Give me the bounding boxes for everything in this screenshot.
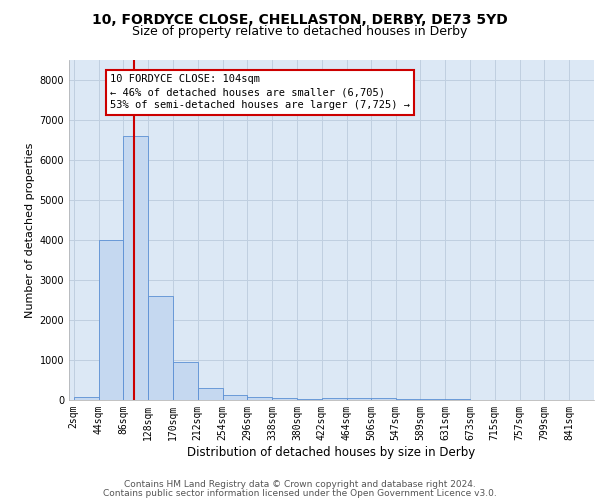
Bar [347,398,371,400]
Bar [198,388,223,400]
Bar [223,395,247,400]
Bar [124,136,148,400]
Text: 10 FORDYCE CLOSE: 104sqm
← 46% of detached houses are smaller (6,705)
53% of sem: 10 FORDYCE CLOSE: 104sqm ← 46% of detach… [110,74,410,110]
Bar [247,397,272,400]
X-axis label: Distribution of detached houses by size in Derby: Distribution of detached houses by size … [187,446,476,458]
Bar [173,362,198,400]
Bar [272,398,297,400]
Text: Size of property relative to detached houses in Derby: Size of property relative to detached ho… [133,25,467,38]
Text: 10, FORDYCE CLOSE, CHELLASTON, DERBY, DE73 5YD: 10, FORDYCE CLOSE, CHELLASTON, DERBY, DE… [92,12,508,26]
Y-axis label: Number of detached properties: Number of detached properties [25,142,35,318]
Bar [395,399,421,400]
Bar [98,240,124,400]
Bar [297,399,322,400]
Bar [148,296,173,400]
Bar [421,399,445,400]
Text: Contains HM Land Registry data © Crown copyright and database right 2024.: Contains HM Land Registry data © Crown c… [124,480,476,489]
Bar [74,397,98,400]
Bar [371,398,395,400]
Text: Contains public sector information licensed under the Open Government Licence v3: Contains public sector information licen… [103,489,497,498]
Bar [322,398,347,400]
